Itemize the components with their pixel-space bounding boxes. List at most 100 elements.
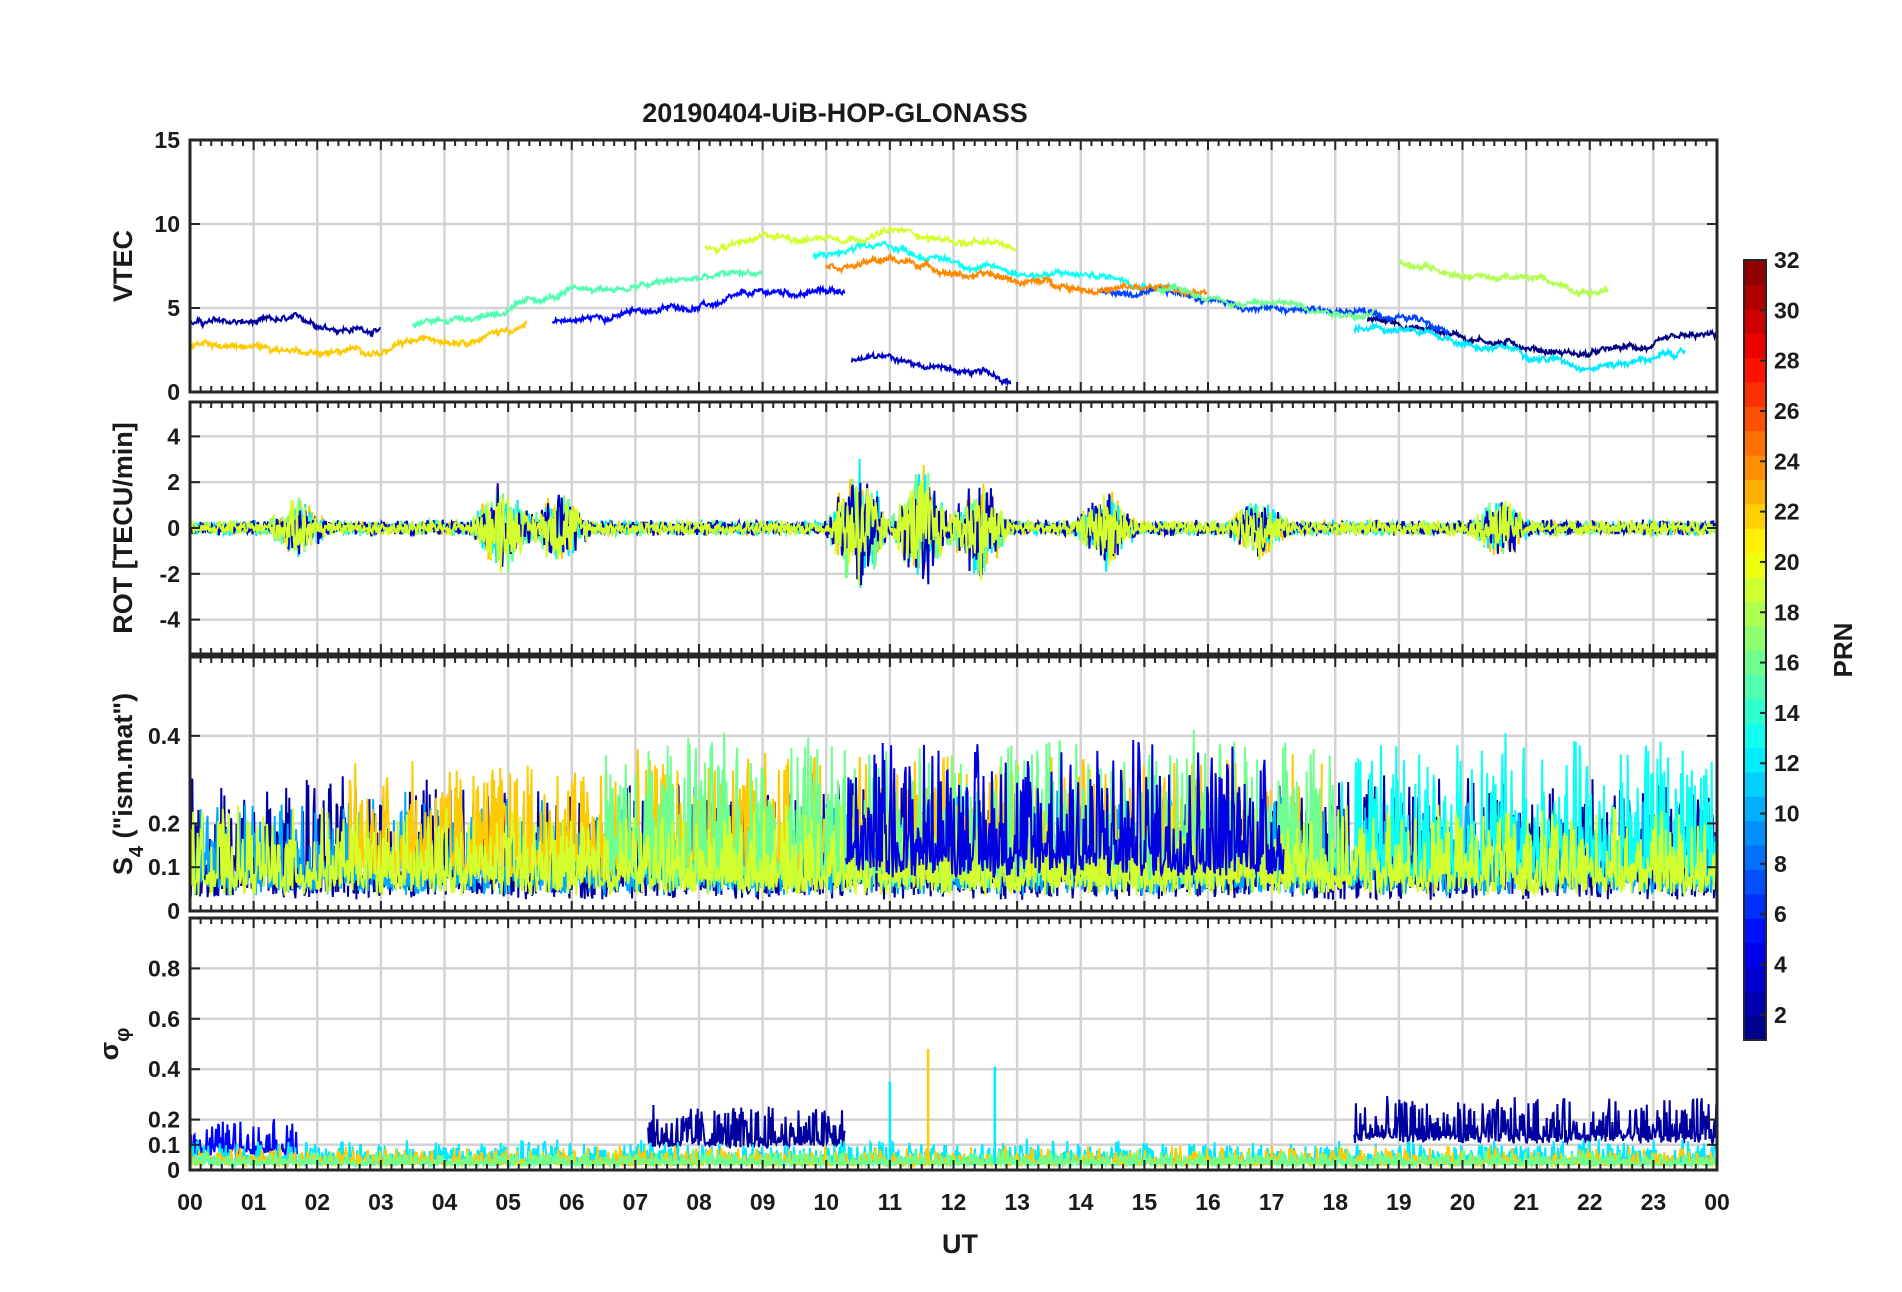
colorbar-tick-label: 28 [1774,348,1800,374]
colorbar-segment [1744,284,1766,310]
colorbar-tick-label: 18 [1774,599,1800,625]
panel-4-ticks [189,918,1718,1171]
x-axis-label: UT [942,1229,978,1259]
colorbar-tick-label: 10 [1774,801,1800,827]
y-tick-label: 0.8 [148,955,180,981]
x-tick-label: 03 [368,1189,394,1215]
colorbar-tick-label: 20 [1774,549,1800,575]
y-tick-label: 5 [167,295,180,321]
series-prn-2 [190,311,382,338]
x-tick-label: 00 [177,1189,203,1215]
colorbar-segment [1744,747,1766,773]
colorbar-segment [1744,698,1766,724]
y-tick-label: 0.4 [148,723,180,749]
x-tick-label: 05 [495,1189,521,1215]
x-tick-label: 12 [941,1189,967,1215]
colorbar-tick-label: 8 [1774,851,1787,877]
x-tick-label: 13 [1004,1189,1030,1215]
colorbar-tick-label: 2 [1774,1002,1787,1028]
panel-4-ylabel: σφ [94,1028,134,1061]
y-tick-label: 0 [167,379,180,405]
colorbar-segment [1744,723,1766,749]
y-tick-label: 0 [167,1157,180,1183]
colorbar-segment [1744,918,1766,944]
colorbar-segment [1744,479,1766,505]
panel-2-series [190,458,1717,588]
colorbar-tick-label: 4 [1774,952,1787,978]
colorbar-frame [1743,259,1767,1041]
colorbar-segment [1744,503,1766,529]
x-tick-labels: 00 01 02 03 04 05 06 07 08 09 10 11 12 13 14 15 16 17 18 19… [177,1189,1730,1215]
colorbar-segment [1744,625,1766,651]
panel-3-ylabel: S4 ("ism.mat") [108,693,148,875]
colorbar-segment [1744,942,1766,968]
y-tick-label: 0.6 [148,1006,180,1032]
x-tick-label: 21 [1513,1189,1539,1215]
x-tick-label: 18 [1322,1189,1348,1215]
colorbar-segment [1744,260,1766,285]
colorbar-segment [1744,796,1766,822]
panel-1-ylabel: VTEC [108,230,138,302]
series-prn-24 [825,251,1208,298]
y-tick-label: -4 [160,607,181,633]
x-tick-label: 04 [432,1189,458,1215]
colorbar-segment [1744,601,1766,627]
colorbar-segment [1744,406,1766,432]
x-tick-label: 06 [559,1189,585,1215]
panel-1-grid [190,140,1717,392]
colorbar-tick-label: 24 [1774,448,1800,474]
y-tick-label: -2 [160,561,180,587]
colorbar-tick-label: 14 [1774,700,1800,726]
colorbar-segment [1744,771,1766,797]
y-tick-label: 4 [167,423,180,449]
colorbar-tick-label: 30 [1774,297,1800,323]
panel-1-series [190,225,1717,388]
colorbar-tick-label: 26 [1774,398,1800,424]
panel-2: -4 -2 0 2 4 ROT [TECU/min] [108,400,1719,656]
colorbar-segment [1744,966,1766,992]
x-tick-label: 10 [813,1189,839,1215]
x-tick-label: 20 [1450,1189,1476,1215]
x-tick-label: 17 [1259,1189,1285,1215]
y-tick-label: 0.1 [148,854,180,880]
series-prn-16 [1156,283,1375,322]
panel-2-ylabel: ROT [TECU/min] [108,422,138,633]
x-tick-label: 07 [623,1189,649,1215]
series-prn-2 [1353,1095,1717,1147]
y-tick-label: 0.1 [148,1132,180,1158]
series-prn-4 [844,739,1285,878]
y-tick-label: 0 [167,515,180,541]
x-tick-label: 23 [1641,1189,1667,1215]
colorbar-segment [1744,650,1766,675]
y-tick-label: 0 [167,898,180,924]
colorbar-segment [1744,552,1766,578]
x-tick-label: 11 [878,1189,903,1215]
colorbar-segment [1744,576,1766,602]
x-tick-label: 14 [1068,1189,1094,1215]
x-tick-label: 22 [1577,1189,1603,1215]
x-tick-label: 15 [1132,1189,1158,1215]
x-tick-label: 09 [750,1189,776,1215]
chart-title: 20190404-UiB-HOP-GLONASS [642,98,1028,128]
colorbar-label: PRN [1828,623,1858,678]
series-prn-19 [190,480,1717,586]
colorbar-segment [1744,869,1766,895]
colorbar-segment [1744,430,1766,456]
series-prn-5 [551,284,846,327]
panel-3: 0 0.1 0.2 0.4S4 ("ism.mat") [108,655,1719,924]
panel-2-ticks [189,402,1718,654]
panel-1-ticks [189,139,1718,393]
x-tick-label: 01 [241,1189,267,1215]
series-prn-12 [1353,321,1686,375]
y-tick-label: 0.2 [148,1107,180,1133]
colorbar-tick-label: 6 [1774,901,1787,927]
y-tick-label: 0.2 [148,810,180,836]
panel-3-ticks [189,657,1718,912]
panel-1: 0 5 10 15 VTEC [108,127,1719,405]
colorbar-segment [1744,991,1766,1017]
colorbar-tick-label: 16 [1774,650,1800,676]
